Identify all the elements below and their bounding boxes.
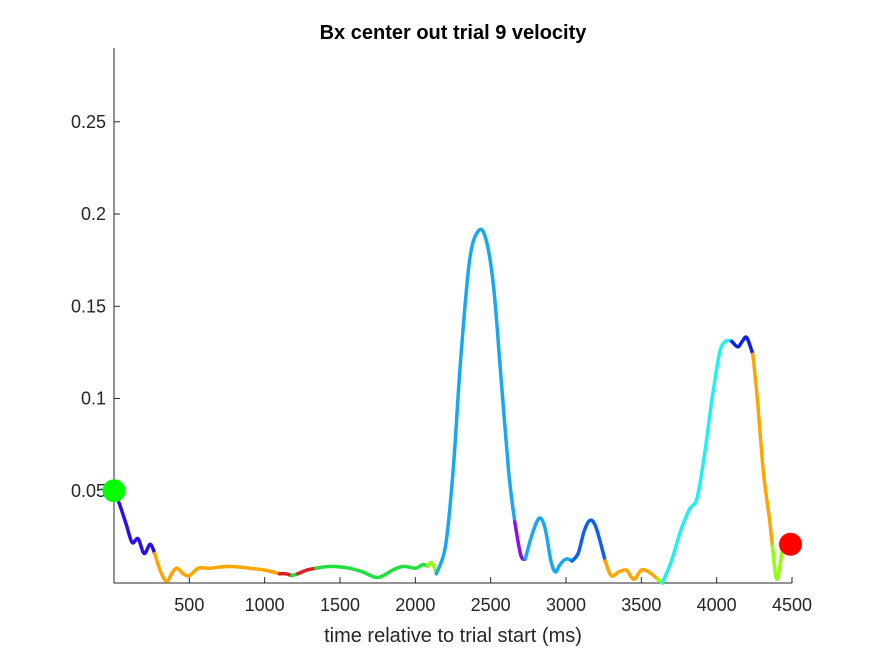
velocity-segment [523,516,574,574]
velocity-series [112,227,788,585]
trial-markers [102,479,802,556]
velocity-segment [434,227,517,576]
velocity-segment [751,352,775,548]
x-tick-label: 3000 [546,595,586,615]
x-tick-label: 4000 [697,595,737,615]
axes [113,48,792,584]
y-tick-label: 0.15 [71,296,106,316]
velocity-segment [296,566,318,576]
x-tick-label: 2000 [395,595,435,615]
velocity-segment [513,520,528,561]
x-tick-label: 2500 [471,595,511,615]
velocity-segment [729,335,755,356]
y-axis-ticks: 0.05 0.1 0.15 0.2 0.25 [71,112,120,501]
x-tick-label: 1000 [245,595,285,615]
velocity-segment [112,489,157,556]
x-tick-label: 500 [174,595,204,615]
start-marker [102,479,126,503]
y-tick-label: 0.1 [81,389,106,409]
y-tick-label: 0.2 [81,204,106,224]
x-axis-label: time relative to trial start (ms) [324,625,582,647]
velocity-segment [660,338,734,585]
velocity-segment [570,518,607,563]
x-tick-label: 1500 [320,595,360,615]
y-tick-label: 0.05 [71,481,106,501]
x-tick-label: 3500 [621,595,661,615]
velocity-segment [425,560,439,576]
velocity-segment [277,571,294,578]
velocity-segment [314,562,430,580]
velocity-segment [152,551,282,583]
chart-title: Bx center out trial 9 velocity [320,22,588,44]
y-tick-label: 0.25 [71,112,106,132]
velocity-segment [603,559,660,582]
end-marker [778,532,802,556]
x-axis-ticks: 500 1000 1500 2000 2500 3000 3500 4000 4500 [174,577,812,615]
x-tick-label: 4500 [772,595,812,615]
